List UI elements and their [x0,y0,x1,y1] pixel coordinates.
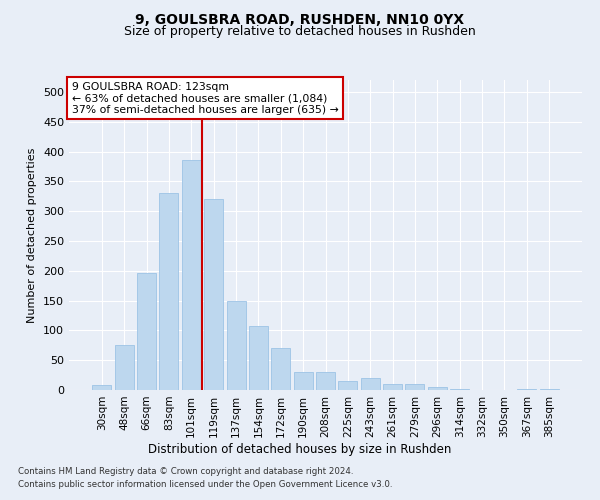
Bar [92,385,112,390]
Text: Contains public sector information licensed under the Open Government Licence v3: Contains public sector information licen… [18,480,392,489]
Bar [450,389,469,390]
Bar [249,326,268,390]
Bar [316,372,335,390]
Bar [428,387,447,390]
Text: Distribution of detached houses by size in Rushden: Distribution of detached houses by size … [148,442,452,456]
Text: 9, GOULSBRA ROAD, RUSHDEN, NN10 0YX: 9, GOULSBRA ROAD, RUSHDEN, NN10 0YX [136,12,464,26]
Bar [361,378,380,390]
Text: Contains HM Land Registry data © Crown copyright and database right 2024.: Contains HM Land Registry data © Crown c… [18,468,353,476]
Bar [182,160,201,390]
Bar [227,300,245,390]
Bar [406,384,424,390]
Bar [293,372,313,390]
Text: 9 GOULSBRA ROAD: 123sqm
← 63% of detached houses are smaller (1,084)
37% of semi: 9 GOULSBRA ROAD: 123sqm ← 63% of detache… [71,82,338,115]
Y-axis label: Number of detached properties: Number of detached properties [28,148,37,322]
Bar [383,384,402,390]
Text: Size of property relative to detached houses in Rushden: Size of property relative to detached ho… [124,25,476,38]
Bar [160,194,178,390]
Bar [271,348,290,390]
Bar [338,381,358,390]
Bar [204,199,223,390]
Bar [115,346,134,390]
Bar [137,272,156,390]
